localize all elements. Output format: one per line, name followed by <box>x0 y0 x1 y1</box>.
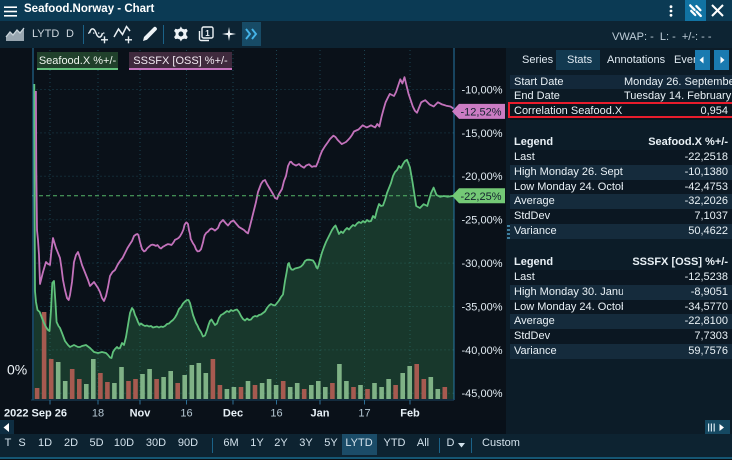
svg-text:2022 Sep 26: 2022 Sep 26 <box>4 408 67 420</box>
svg-text:-12,52%: -12,52% <box>461 106 502 118</box>
svg-text:1: 1 <box>205 29 210 38</box>
svg-text:Dec: Dec <box>223 408 243 420</box>
svg-text:17: 17 <box>358 408 370 420</box>
svg-text:-15,00%: -15,00% <box>462 128 503 140</box>
svg-text:16: 16 <box>270 408 282 420</box>
svg-text:-25,00%: -25,00% <box>462 215 503 227</box>
svg-text:-20,00%: -20,00% <box>462 171 503 183</box>
svg-text:0%: 0% <box>7 362 27 378</box>
svg-text:-45,00%: -45,00% <box>462 388 503 400</box>
svg-text:-22,25%: -22,25% <box>461 191 502 203</box>
svg-text:-10,00%: -10,00% <box>462 84 503 96</box>
svg-text:18: 18 <box>92 408 104 420</box>
svg-text:-30,00%: -30,00% <box>462 258 503 270</box>
svg-text:-35,00%: -35,00% <box>462 301 503 313</box>
svg-text:-40,00%: -40,00% <box>462 345 503 357</box>
svg-text:Jan: Jan <box>311 408 330 420</box>
svg-text:Nov: Nov <box>130 408 152 420</box>
svg-text:16: 16 <box>180 408 192 420</box>
svg-text:Feb: Feb <box>400 408 420 420</box>
